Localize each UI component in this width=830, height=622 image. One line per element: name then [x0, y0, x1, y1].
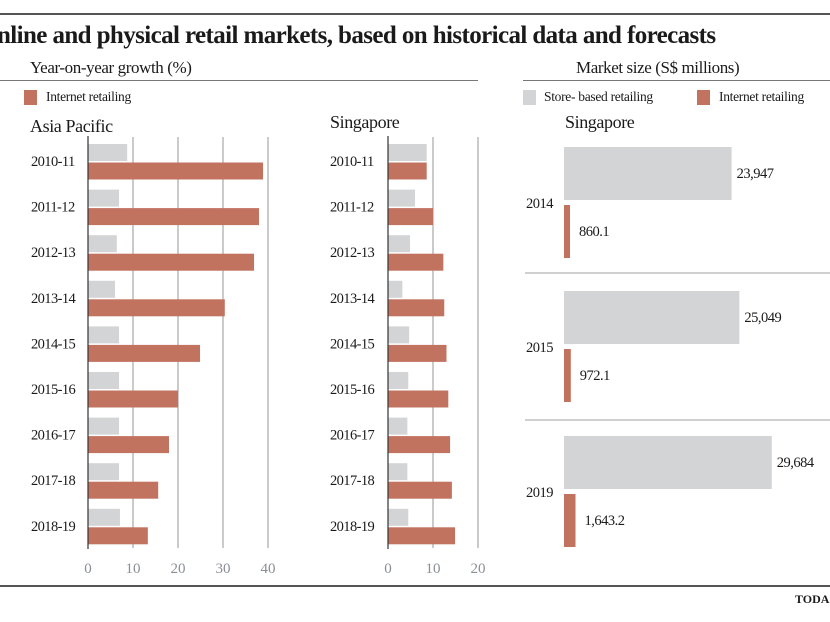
singapore-growth-tick-label: 20 — [471, 561, 486, 577]
asia-pacific-bar-store — [88, 280, 115, 298]
left-subtitle-rule — [0, 80, 478, 81]
market-bar-store — [564, 436, 772, 489]
legend-swatch-internet — [24, 90, 37, 105]
asia-pacific-bar-store — [88, 326, 120, 344]
legend-label-internet-right: Internet retailing — [719, 89, 804, 104]
singapore-growth-tick-label: 0 — [384, 561, 392, 577]
singapore-growth-bar-internet — [388, 481, 452, 499]
asia-pacific-bar-internet — [88, 344, 201, 362]
singapore-growth-bar-store — [388, 280, 403, 298]
asia-pacific-bar-store — [88, 463, 120, 481]
asia-pacific-category-label: 2011-12 — [31, 200, 75, 216]
market-internet-value-label: 972.1 — [580, 368, 610, 384]
asia-pacific-category-label: 2013-14 — [31, 291, 76, 307]
asia-pacific-tick-label: 10 — [126, 561, 141, 577]
market-store-value-label: 25,049 — [744, 310, 781, 326]
asia-pacific-tick-label: 0 — [84, 561, 92, 577]
legend-label-internet: Internet retailing — [46, 89, 131, 104]
market-store-value-label: 29,684 — [777, 455, 815, 471]
market-internet-value-label: 1,643.2 — [585, 513, 625, 529]
asia-pacific-bar-internet — [88, 436, 169, 454]
asia-pacific-category-label: 2016-17 — [31, 428, 75, 444]
asia-pacific-category-label: 2014-15 — [31, 336, 75, 352]
legend-label-store: Store- based retailing — [544, 89, 653, 104]
market-bar-store — [564, 291, 740, 344]
asia-pacific-category-label: 2017-18 — [31, 473, 75, 489]
market-internet-value-label: 860.1 — [579, 224, 609, 240]
singapore-growth-bar-internet — [388, 299, 445, 317]
asia-pacific-bar-internet — [88, 481, 159, 499]
asia-pacific-category-label: 2018-19 — [31, 519, 75, 535]
asia-pacific-tick-label: 20 — [171, 561, 186, 577]
singapore-growth-bar-store — [388, 326, 410, 344]
singapore-growth-bar-internet — [388, 390, 449, 408]
asia-pacific-category-label: 2010-11 — [31, 154, 75, 170]
legend-swatch-internet-right — [697, 90, 710, 105]
singapore-growth-tick-label: 10 — [426, 561, 441, 577]
asia-pacific-category-label: 2015-16 — [31, 382, 75, 398]
top-rule — [0, 13, 830, 15]
singapore-growth-bar-store — [388, 189, 415, 207]
singapore-growth-bar-internet — [388, 208, 433, 226]
singapore-growth-category-label: 2014-15 — [330, 336, 374, 352]
singapore-growth-bar-internet — [388, 253, 444, 271]
asia-pacific-bar-internet — [88, 253, 255, 271]
singapore-growth-bar-store — [388, 417, 408, 435]
asia-pacific-bar-store — [88, 417, 120, 435]
singapore-growth-bar-internet — [388, 527, 456, 545]
singapore-growth-bar-store — [388, 508, 409, 526]
asia-pacific-bar-store — [88, 235, 117, 253]
market-bar-store — [564, 147, 732, 200]
right-subtitle: Market size (S$ millions) — [576, 58, 740, 77]
market-bar-internet — [564, 205, 571, 258]
asia-pacific-bar-store — [88, 144, 128, 161]
market-year-label: 2019 — [526, 485, 553, 501]
singapore-growth-category-label: 2011-12 — [330, 200, 374, 216]
asia-pacific-tick-label: 30 — [216, 561, 231, 577]
singapore-growth-category-label: 2012-13 — [330, 245, 374, 261]
asia-pacific-bar-store — [88, 189, 120, 207]
singapore-growth-bar-internet — [388, 436, 451, 454]
singapore-growth-category-label: 2013-14 — [330, 291, 375, 307]
panel-title-asia-pacific: Asia Pacific — [30, 116, 113, 136]
asia-pacific-tick-label: 40 — [261, 561, 276, 577]
singapore-growth-bar-store — [388, 144, 427, 161]
asia-pacific-bar-internet — [88, 527, 148, 545]
asia-pacific-bar-internet — [88, 208, 259, 226]
market-year-label: 2014 — [526, 196, 554, 212]
legend-swatch-store — [523, 90, 536, 105]
asia-pacific-bar-internet — [88, 299, 225, 317]
asia-pacific-category-label: 2012-13 — [31, 245, 75, 261]
singapore-growth-bar-internet — [388, 162, 427, 180]
singapore-growth-bar-store — [388, 463, 408, 481]
chart-title: nline and physical retail markets, based… — [0, 22, 716, 49]
panel-title-singapore-size: Singapore — [565, 112, 635, 132]
right-subtitle-rule — [523, 80, 830, 81]
asia-pacific-bar-store — [88, 508, 120, 526]
market-store-value-label: 23,947 — [737, 166, 774, 182]
singapore-growth-category-label: 2016-17 — [330, 428, 374, 444]
asia-pacific-bar-internet — [88, 390, 178, 408]
market-bar-internet — [564, 349, 571, 402]
asia-pacific-bar-store — [88, 372, 120, 389]
singapore-growth-category-label: 2015-16 — [330, 382, 374, 398]
singapore-growth-bar-store — [388, 372, 409, 389]
singapore-growth-category-label: 2010-11 — [330, 154, 374, 170]
source-credit: TODA — [795, 592, 830, 606]
market-bar-internet — [564, 494, 576, 547]
singapore-growth-category-label: 2018-19 — [330, 519, 374, 535]
market-year-label: 2015 — [526, 340, 553, 356]
bottom-rule — [0, 585, 830, 587]
panel-title-singapore-growth: Singapore — [330, 112, 400, 132]
singapore-growth-bar-internet — [388, 344, 447, 362]
singapore-growth-bar-store — [388, 235, 411, 253]
left-subtitle: Year-on-year growth (%) — [30, 58, 192, 77]
asia-pacific-bar-internet — [88, 162, 264, 180]
singapore-growth-category-label: 2017-18 — [330, 473, 374, 489]
